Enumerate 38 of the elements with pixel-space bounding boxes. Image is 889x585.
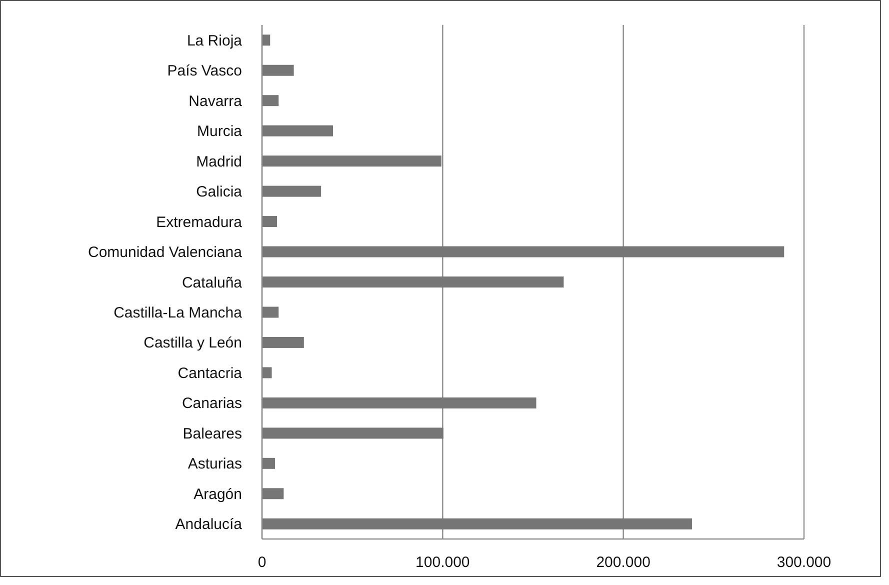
bar — [262, 125, 333, 136]
bar — [262, 95, 279, 106]
y-tick-label: País Vasco — [167, 62, 242, 80]
y-tick-label: Aragón — [194, 486, 242, 503]
y-tick-label: Castilla y León — [144, 334, 242, 352]
y-tick-label: Comunidad Valenciana — [88, 244, 243, 262]
bar — [262, 428, 444, 439]
x-tick-label: 300.000 — [776, 554, 832, 571]
bar — [262, 367, 272, 378]
y-tick-label: Madrid — [196, 153, 242, 170]
bar — [262, 458, 276, 469]
bar — [262, 397, 536, 408]
bar — [262, 186, 322, 197]
x-tick-label: 0 — [258, 554, 266, 571]
y-tick-label: Asturias — [188, 456, 242, 473]
y-tick-label: Canarias — [182, 395, 242, 412]
y-tick-label: Navarra — [188, 92, 243, 110]
bar — [262, 276, 564, 288]
bar — [262, 518, 692, 530]
y-tick-label: Castilla-La Mancha — [114, 304, 243, 322]
y-tick-label: Andalucía — [175, 516, 243, 534]
y-tick-label: Galicia — [196, 184, 243, 201]
bar — [262, 64, 294, 76]
bar — [262, 488, 284, 500]
y-tick-label: Cantacria — [178, 364, 243, 382]
bar — [262, 306, 279, 318]
x-tick-label: 200.000 — [596, 554, 650, 571]
y-tick-label: Extremadura — [156, 214, 243, 231]
y-tick-label: Cataluña — [182, 274, 243, 292]
y-tick-label: Murcia — [196, 123, 243, 140]
bar — [262, 34, 270, 46]
bar — [262, 216, 277, 228]
x-tick-label: 100.000 — [416, 554, 470, 571]
y-tick-label: Baleares — [182, 425, 242, 442]
bar — [262, 246, 784, 258]
y-tick-label: La Rioja — [186, 32, 243, 50]
bar — [262, 156, 442, 167]
bar — [262, 336, 304, 348]
